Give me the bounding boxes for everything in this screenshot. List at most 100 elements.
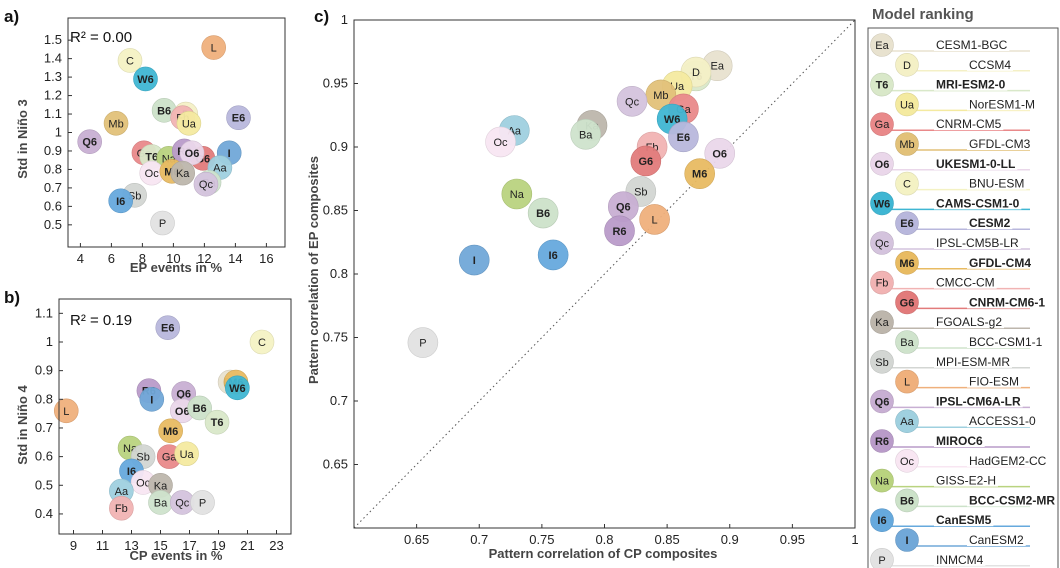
- legend-name-bg: [967, 294, 1047, 309]
- point-label: Q6: [176, 389, 191, 401]
- legend-code: M6: [899, 258, 914, 270]
- legend-code: P: [878, 555, 885, 567]
- data-point-e6: E6: [226, 105, 251, 131]
- legend-code: O6: [875, 159, 890, 171]
- legend-name: CESM2: [969, 216, 1011, 230]
- point-label: B6: [536, 208, 550, 220]
- y-tick-label: 0.65: [323, 457, 348, 472]
- legend-item-oc: Oc HadGEM2-CC: [895, 448, 1049, 473]
- data-point-i6: I6: [108, 188, 133, 214]
- legend-marker: [895, 132, 919, 156]
- point-label: Oc: [136, 477, 151, 489]
- data-point-o6: O6: [179, 140, 205, 166]
- x-tick-label: 10: [166, 251, 180, 266]
- point-marker: [187, 395, 212, 421]
- data-point-w6: W6: [225, 375, 250, 401]
- legend-item-t6: T6 MRI-ESM2-0: [870, 72, 1030, 97]
- panel-b-r2: R² = 0.19: [70, 312, 132, 329]
- legend-name: UKESM1-0-LL: [936, 157, 1015, 171]
- point-marker: [77, 129, 102, 155]
- legend-marker: [870, 310, 894, 335]
- point-label: I: [228, 148, 231, 160]
- legend-name-bg: [934, 314, 1005, 329]
- point-label: G6: [638, 156, 653, 168]
- legend-item-ua: Ua NorESM1-M: [895, 92, 1038, 117]
- legend-name-bg: [967, 56, 1014, 71]
- x-tick-label: 0.85: [654, 532, 679, 547]
- legend-name: CNRM-CM5: [936, 117, 1002, 131]
- legend-marker: [870, 72, 894, 97]
- data-point-b6: B6: [527, 197, 559, 229]
- legend-name: CanESM2: [969, 533, 1024, 547]
- data-point-i6: I6: [537, 239, 569, 271]
- y-tick-label: 0.9: [330, 139, 348, 154]
- data-point-w6: W6: [133, 66, 158, 92]
- legend-code: Q6: [875, 396, 890, 408]
- x-tick-label: 13: [124, 538, 138, 553]
- x-tick-label: 4: [77, 251, 84, 266]
- point-label: Ba: [154, 497, 168, 509]
- point-marker: [204, 409, 230, 435]
- legend-item-m6: M6 GFDL-CM4: [895, 250, 1033, 275]
- legend-marker: [870, 429, 894, 453]
- point-label: T6: [211, 417, 224, 429]
- legend-code: Ea: [875, 40, 889, 52]
- legend-name: ACCESS1-0: [969, 414, 1036, 428]
- x-tick-label: 0.7: [470, 532, 488, 547]
- point-label: W6: [664, 114, 681, 126]
- x-tick-label: 12: [197, 251, 211, 266]
- legend-name-bg: [934, 37, 1010, 51]
- data-point-p: P: [407, 327, 439, 358]
- legend-marker: [870, 468, 894, 493]
- model-ranking-legend: Model ranking Ea CESM1-BGC D CCSM4 T6 MRI-ESM…: [867, 6, 1059, 568]
- legend-code: C: [903, 179, 911, 191]
- legend-marker: [895, 369, 919, 394]
- y-tick-label: 0.7: [44, 180, 62, 195]
- point-marker: [193, 171, 219, 197]
- legend-marker: [895, 330, 919, 354]
- x-tick-label: 8: [139, 251, 146, 266]
- legend-marker: [870, 112, 894, 136]
- one-to-one-reference-line: [353, 19, 856, 529]
- panel-a-axes: 4 6 8 10 12 14 16 0.5 0.6 0.7 0.8 0.9 1 1.1 1.2 1.3 1.4 1…: [44, 32, 274, 266]
- point-label: W6: [137, 74, 154, 86]
- y-tick-label: 0.8: [330, 266, 348, 281]
- point-label: Ua: [182, 118, 197, 130]
- legend-code: Na: [875, 476, 890, 488]
- x-tick-label: 9: [70, 538, 77, 553]
- point-marker: [501, 178, 533, 210]
- legend-code: Ga: [875, 119, 891, 131]
- legend-name-bg: [967, 334, 1045, 348]
- panel-c-marks: EaT6DUaMbQcGaW6E6FbG6O6M6KaBaAaOcSbNaB6Q…: [407, 50, 736, 358]
- data-point-ka: Ka: [170, 160, 195, 186]
- point-label: Fb: [115, 503, 128, 515]
- point-label: Mb: [108, 118, 123, 130]
- data-point-l: L: [639, 204, 670, 235]
- legend-code: L: [904, 377, 910, 389]
- point-label: R6: [612, 226, 626, 238]
- point-label: E6: [161, 323, 174, 335]
- legend-code: Ba: [900, 337, 914, 349]
- data-point-e6: E6: [155, 315, 181, 340]
- legend-item-q6: Q6 IPSL-CM6A-LR: [870, 389, 1030, 414]
- legend-name: FIO-ESM: [969, 375, 1019, 389]
- legend-name: MPI-ESM-MR: [936, 355, 1010, 369]
- legend-code: B6: [900, 495, 914, 507]
- legend-marker: [870, 191, 894, 216]
- legend-marker: [895, 409, 919, 434]
- y-tick-label: 0.7: [35, 420, 53, 435]
- data-point-ba: Ba: [570, 119, 602, 150]
- legend-marker: [870, 389, 894, 414]
- legend-marker: [870, 349, 894, 374]
- y-tick-label: 0.6: [44, 198, 62, 213]
- legend-name-bg: [934, 433, 985, 447]
- point-marker: [174, 441, 199, 467]
- data-point-ua: Ua: [176, 110, 202, 136]
- point-label: Mb: [653, 90, 668, 102]
- legend-title: Model ranking: [872, 6, 974, 23]
- point-marker: [158, 418, 183, 444]
- legend-marker: [870, 548, 894, 568]
- panel-a-label: a): [4, 7, 19, 26]
- legend-name: CESM1-BGC: [936, 38, 1008, 52]
